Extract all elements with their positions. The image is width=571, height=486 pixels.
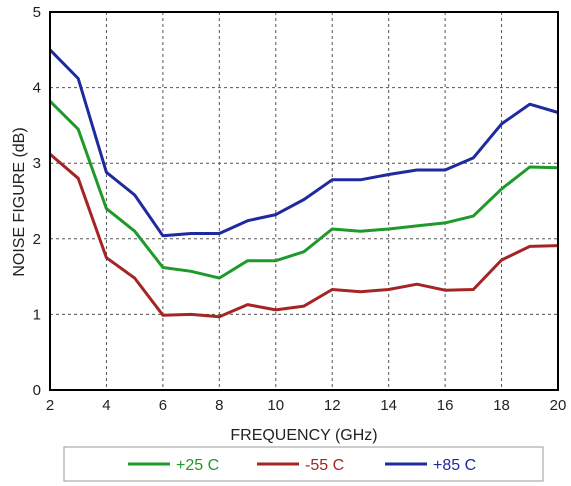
y-tick-label: 2	[33, 231, 41, 248]
x-tick-label: 12	[324, 397, 341, 414]
series-lines	[48, 48, 559, 319]
x-tick-label: 8	[215, 397, 223, 414]
series-line-3	[48, 48, 559, 238]
y-tick-label: 0	[33, 382, 41, 399]
y-tick-label: 4	[33, 80, 41, 97]
x-tick-label: 10	[267, 397, 284, 414]
y-tick-label: 1	[33, 306, 41, 323]
series-line-2	[49, 152, 559, 319]
x-tick-label: 18	[493, 397, 510, 414]
x-axis-title: FREQUENCY (GHz)	[230, 427, 377, 444]
x-axis-ticks: 2 4 6 8 10 12 14 16 18 20	[46, 397, 567, 414]
y-axis-title: NOISE FIGURE (dB)	[11, 127, 28, 276]
y-tick-label: 3	[33, 155, 41, 172]
y-axis-ticks: 0 1 2 3 4 5	[33, 4, 41, 399]
legend-label-1: +25 C	[176, 457, 219, 474]
legend: +25 C -55 C +85 C	[63, 446, 544, 482]
x-tick-label: 6	[159, 397, 167, 414]
legend-label-3: +85 C	[433, 457, 476, 474]
y-tick-label: 5	[33, 4, 41, 21]
x-tick-label: 20	[550, 397, 567, 414]
plot-area-frame	[49, 11, 559, 391]
legend-label-2: -55 C	[305, 457, 344, 474]
x-tick-label: 2	[46, 397, 54, 414]
x-tick-label: 4	[102, 397, 110, 414]
x-tick-label: 16	[437, 397, 454, 414]
x-tick-label: 14	[380, 397, 397, 414]
series-line-1	[48, 100, 559, 280]
